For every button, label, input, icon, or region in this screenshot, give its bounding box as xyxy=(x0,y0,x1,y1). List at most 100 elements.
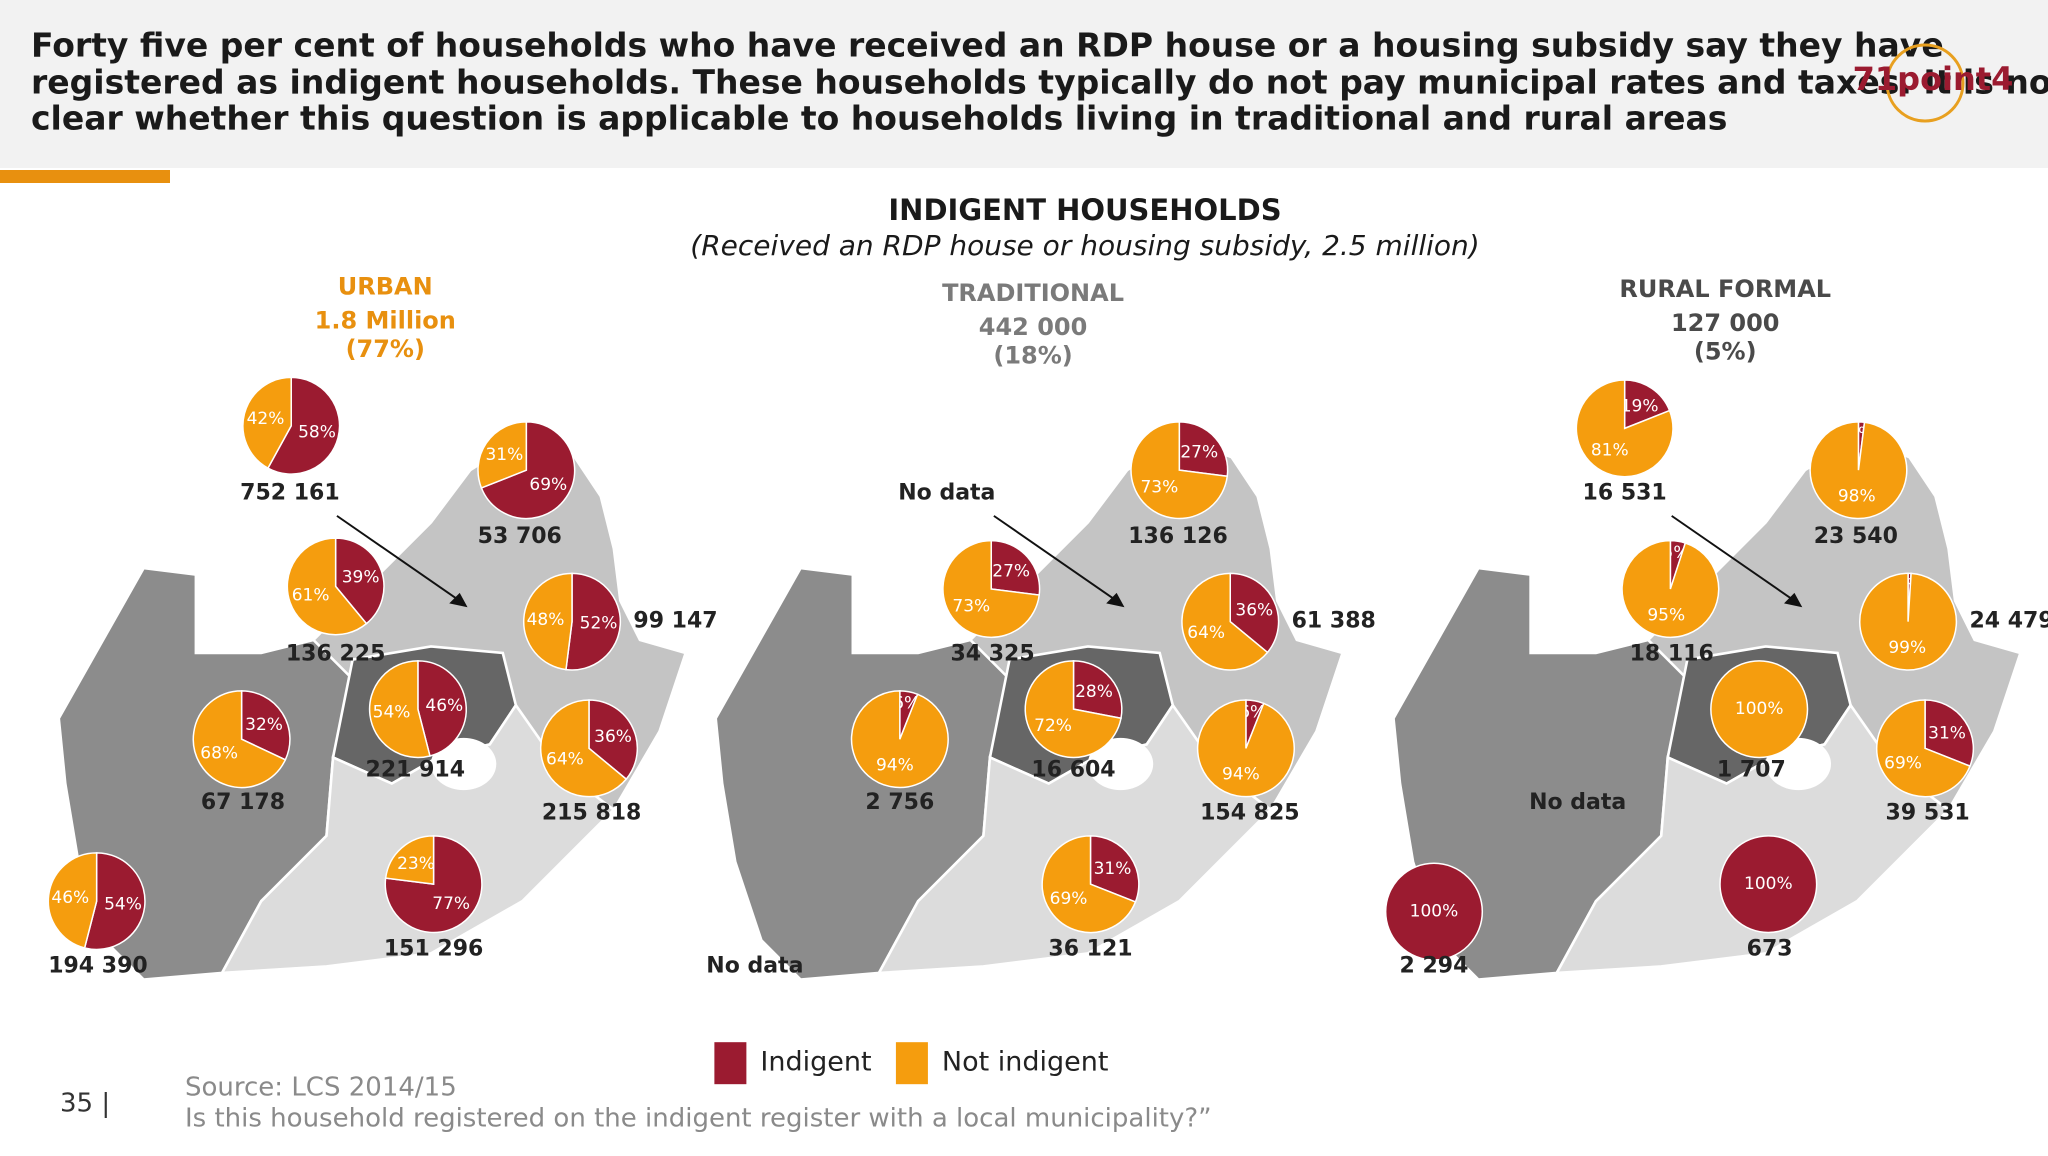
panel-title: RURAL FORMAL xyxy=(1619,275,1831,303)
pie-slice xyxy=(1809,421,1908,520)
accent-bar xyxy=(0,170,170,183)
pie-label: 31% xyxy=(1928,723,1966,743)
pie-count: 36 121 xyxy=(1048,936,1132,961)
pie-label: 69% xyxy=(1884,753,1922,773)
pie-slice xyxy=(1719,835,1818,934)
pie-label: 19% xyxy=(1621,396,1659,416)
pie-count: 151 296 xyxy=(384,936,484,961)
title-line: clear whether this question is applicabl… xyxy=(31,99,1727,138)
page-number: 35 | xyxy=(60,1089,110,1119)
panel-title: URBAN xyxy=(338,272,433,300)
question: Is this household registered on the indi… xyxy=(185,1104,1212,1134)
pie-slice xyxy=(565,572,622,671)
pie-slice xyxy=(1575,379,1674,478)
pie-label: 58% xyxy=(298,422,336,442)
pie-slice xyxy=(539,699,628,798)
pie-label: 68% xyxy=(200,743,238,763)
pie-label: 69% xyxy=(1050,889,1088,909)
pie-label: 54% xyxy=(373,702,411,722)
pie-slice xyxy=(1710,660,1809,759)
legend-label: Indigent xyxy=(760,1047,871,1078)
pie-label: 94% xyxy=(876,755,914,775)
pie-slice xyxy=(240,690,291,761)
pie-count: 16 531 xyxy=(1583,481,1667,506)
pie-label: 81% xyxy=(1591,440,1629,460)
legend-label: Not indigent xyxy=(942,1047,1109,1078)
pie-count: 24 479 xyxy=(1969,609,2048,634)
pie-slice xyxy=(242,376,292,470)
chart-title: INDIGENT HOUSEHOLDS xyxy=(888,193,1281,227)
pie-slice xyxy=(1072,660,1123,720)
logo-ring xyxy=(1885,43,1965,123)
pie-slice xyxy=(368,660,431,759)
legend-swatch xyxy=(714,1042,747,1085)
panel-total: 442 000 xyxy=(979,313,1088,341)
pie-label: 61% xyxy=(292,585,330,605)
pie-count: 154 825 xyxy=(1200,801,1300,826)
pie-label: 94% xyxy=(1222,764,1260,784)
pie-slice xyxy=(1876,699,1971,798)
pie-count: 23 540 xyxy=(1814,524,1898,549)
pie-slice xyxy=(1181,572,1269,671)
pie-slice xyxy=(1229,572,1280,654)
pie-slice xyxy=(384,835,435,886)
pie-label: 36% xyxy=(1235,600,1273,620)
pie-slice xyxy=(192,690,287,789)
no-data: No data xyxy=(898,481,995,506)
pie-count: 136 126 xyxy=(1128,524,1228,549)
pie-slice xyxy=(942,539,1041,639)
pie-slice xyxy=(1924,699,1975,768)
pie-label: 28% xyxy=(1075,682,1113,702)
title-line: registered as indigent households. These… xyxy=(31,63,2048,102)
pie-label: 52% xyxy=(580,613,618,633)
pie-label: 46% xyxy=(425,696,463,716)
pie-count: 2 294 xyxy=(1400,953,1469,978)
pie-label: 39% xyxy=(342,567,380,587)
pie-count: 16 604 xyxy=(1031,758,1115,783)
pie-count: 752 161 xyxy=(240,481,340,506)
pie-count: 221 914 xyxy=(366,758,466,783)
no-data: No data xyxy=(706,953,803,978)
pie-label: 72% xyxy=(1034,716,1072,736)
pie-label: 31% xyxy=(1094,859,1132,879)
pie-count: 61 388 xyxy=(1292,609,1376,634)
pie-slice xyxy=(47,852,98,949)
pie-label: 100% xyxy=(1735,699,1784,719)
pie-label: 69% xyxy=(529,475,567,495)
pie-label: 100% xyxy=(1410,902,1459,922)
pie-label: 73% xyxy=(952,597,990,617)
pie-slice xyxy=(334,537,385,625)
pie-slice xyxy=(480,421,576,520)
pie-count: 136 225 xyxy=(286,641,386,666)
pie-slice xyxy=(523,572,573,671)
logo: 71point4 xyxy=(1853,60,2014,98)
pie-count: 673 xyxy=(1747,936,1793,961)
pie-label: 95% xyxy=(1647,605,1685,625)
pie-slice xyxy=(1196,699,1295,798)
pie-label: 27% xyxy=(992,561,1030,581)
panel-total: 127 000 xyxy=(1671,309,1780,337)
pie-slice xyxy=(850,690,949,789)
pie-count: 18 116 xyxy=(1630,641,1714,666)
title-line: Forty five per cent of households who ha… xyxy=(31,26,1944,65)
panel-title: TRADITIONAL xyxy=(942,279,1124,307)
pie-count: 53 706 xyxy=(478,524,562,549)
pie-count: 39 531 xyxy=(1886,801,1970,826)
pie-label: 54% xyxy=(104,894,142,914)
pie-slice xyxy=(1178,421,1229,478)
pie-slice xyxy=(1089,835,1140,903)
panel-share: (5%) xyxy=(1694,338,1757,366)
pie-count: 2 756 xyxy=(865,790,934,815)
pie-slice xyxy=(266,376,341,475)
pie-label: 23% xyxy=(397,854,435,874)
pie-label: 42% xyxy=(247,409,285,429)
pie-label: 64% xyxy=(1187,623,1225,643)
pie-label: 99% xyxy=(1888,638,1926,658)
header-band xyxy=(0,0,2048,168)
pie-count: 1 707 xyxy=(1717,758,1786,783)
pie-slice xyxy=(588,699,639,781)
pie-label: 73% xyxy=(1140,478,1178,498)
pie-slice xyxy=(1859,572,1958,671)
